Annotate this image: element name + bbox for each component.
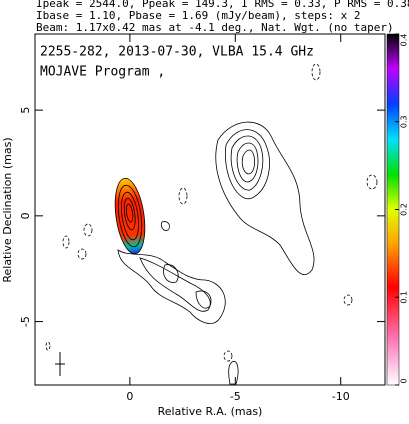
x-tick-label: -5 <box>230 390 241 403</box>
colorbar-tick-label: 0.3 <box>400 115 409 128</box>
x-tick-label: 0 <box>126 390 133 403</box>
colorbar-tick-label: 0.1 <box>400 291 409 304</box>
annotation: 2255-282, 2013-07-30, VLBA 15.4 GHz <box>40 45 314 60</box>
y-tick-label: -5 <box>19 316 32 327</box>
y-tick-label: 0 <box>19 212 32 219</box>
contours <box>45 63 378 385</box>
y-axis-label: Relative Declination (mas) <box>1 137 14 282</box>
header-line: Beam: 1.17x0.42 mas at -4.1 deg., Nat. W… <box>36 21 394 34</box>
annotation: MOJAVE Program , <box>40 65 165 80</box>
colorbar-tick-label: 0 <box>400 378 409 383</box>
x-axis-label: Relative R.A. (mas) <box>158 405 263 418</box>
plot-frame <box>34 33 386 386</box>
y-tick-label: 5 <box>19 107 32 114</box>
header: Ipeak = 2544.0, Ppeak = 149.3, I RMS = 0… <box>36 0 409 34</box>
colorbar-tick-label: 0.2 <box>400 203 409 216</box>
header-line: Ipeak = 2544.0, Ppeak = 149.3, I RMS = 0… <box>36 0 409 10</box>
header-line: Ibase = 1.10, Pbase = 1.69 (mJy/beam), s… <box>36 9 361 22</box>
x-tick-label: -10 <box>332 390 350 403</box>
colorbar-tick-label: 0.4 <box>400 34 409 47</box>
